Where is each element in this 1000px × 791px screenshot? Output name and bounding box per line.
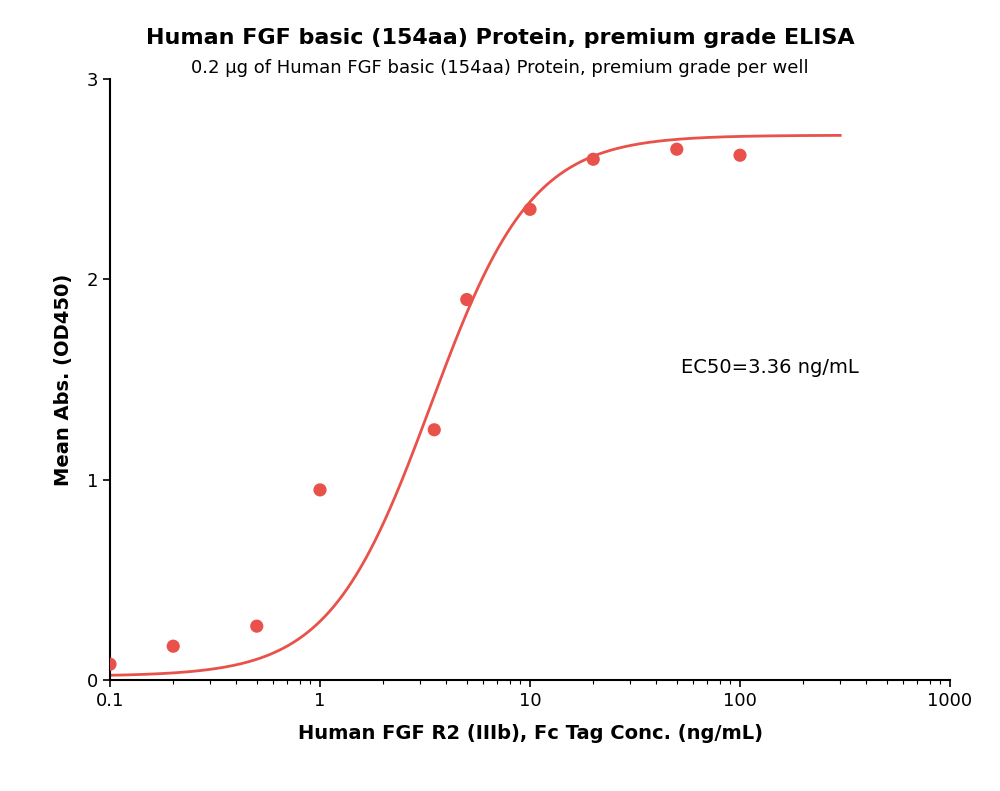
Point: [249, 620, 265, 633]
X-axis label: Human FGF R2 (IIIb), Fc Tag Conc. (ng/mL): Human FGF R2 (IIIb), Fc Tag Conc. (ng/mL…: [298, 724, 763, 743]
Point: [669, 143, 685, 156]
Text: 0.2 μg of Human FGF basic (154aa) Protein, premium grade per well: 0.2 μg of Human FGF basic (154aa) Protei…: [191, 59, 809, 78]
Point: [585, 153, 601, 165]
Point: [459, 293, 475, 306]
Point: [102, 658, 118, 671]
Text: Human FGF basic (154aa) Protein, premium grade ELISA: Human FGF basic (154aa) Protein, premium…: [146, 28, 854, 47]
Point: [732, 149, 748, 161]
Point: [522, 203, 538, 216]
Point: [165, 640, 181, 653]
Point: [312, 483, 328, 496]
Point: [426, 423, 442, 436]
Y-axis label: Mean Abs. (OD450): Mean Abs. (OD450): [54, 274, 73, 486]
Text: EC50=3.36 ng/mL: EC50=3.36 ng/mL: [681, 358, 859, 377]
